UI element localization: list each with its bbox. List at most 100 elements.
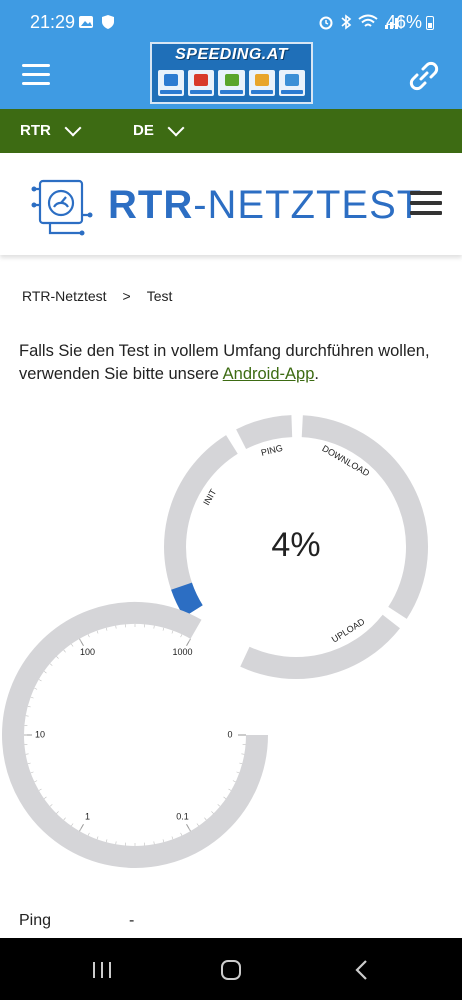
logo-tile-iptv [248, 70, 275, 96]
speed-minor-tick [228, 788, 232, 791]
speed-minor-tick [63, 649, 66, 653]
chevron-down-icon [167, 119, 185, 136]
progress-percent: 4% [271, 526, 320, 564]
site-title-rest: -NETZTEST [193, 183, 423, 227]
rtr-selector[interactable]: RTR [20, 119, 82, 139]
speed-minor-tick [106, 627, 108, 631]
speed-minor-tick [217, 804, 221, 807]
speed-minor-tick [162, 627, 164, 631]
speed-minor-tick [34, 780, 38, 783]
speed-minor-tick [211, 811, 214, 814]
home-button[interactable] [220, 959, 242, 981]
speed-minor-tick [241, 753, 245, 755]
speed-minor-tick [25, 715, 29, 717]
speed-minor-tick [188, 828, 191, 832]
speed-minor-tick [79, 638, 82, 642]
site-header: RTR-NETZTEST [0, 153, 462, 255]
speed-minor-tick [96, 630, 99, 634]
ping-phase-arc [236, 415, 293, 450]
breadcrumb-home[interactable]: RTR-Netztest [22, 288, 107, 304]
speed-minor-tick [236, 771, 240, 774]
speed-minor-tick [71, 643, 74, 647]
speed-minor-tick [153, 625, 155, 629]
speed-minor-tick [79, 828, 82, 832]
status-icons-right [318, 14, 402, 30]
phase-label-ping: PING [260, 443, 284, 458]
recent-apps-button[interactable] [90, 960, 114, 980]
logo-tile-telefon [218, 70, 245, 96]
site-title[interactable]: RTR-NETZTEST [108, 183, 422, 228]
speed-minor-tick [171, 630, 174, 634]
intro-text: Falls Sie den Test in vollem Umfang durc… [19, 340, 449, 386]
speed-tick-label: 0 [227, 729, 232, 739]
site-menu-button[interactable] [410, 191, 442, 219]
speed-minor-tick [27, 706, 31, 708]
logo-tile-festnetz [188, 70, 215, 96]
speed-minor-tick [25, 753, 29, 755]
menu-bar [22, 73, 50, 76]
speed-minor-tick [43, 796, 47, 799]
logo-text: SPEEDING.AT [175, 46, 288, 63]
speed-minor-tick [56, 811, 59, 814]
back-button[interactable] [354, 959, 370, 981]
speed-gauge-arc [2, 601, 268, 868]
phase-label-init: INIT [201, 487, 218, 507]
speed-minor-tick [232, 780, 236, 783]
speed-minor-tick [162, 839, 164, 843]
speed-minor-tick [30, 771, 34, 774]
speed-minor-tick [188, 638, 191, 642]
language-bar: RTR DE [0, 109, 462, 153]
speed-minor-tick [34, 687, 38, 690]
status-time: 21:29 [30, 12, 76, 32]
status-icons-left [78, 14, 116, 30]
download-phase-arc [301, 415, 428, 619]
speeding-logo[interactable]: SPEEDING.AT [150, 42, 313, 104]
speed-tick-label: 1000 [172, 647, 192, 657]
wifi-icon [358, 14, 378, 27]
speed-minor-tick [106, 839, 108, 843]
battery-percent: 46% [385, 12, 422, 32]
speed-minor-tick [38, 788, 42, 791]
rtr-selector-label: RTR [20, 122, 51, 139]
speed-minor-tick [49, 804, 53, 807]
speed-minor-tick [115, 625, 117, 629]
speed-minor-tick [153, 841, 155, 845]
battery-icon [426, 16, 434, 30]
speed-minor-tick [171, 836, 174, 840]
logo-tiles [158, 70, 306, 96]
breadcrumb: RTR-Netztest > Test [22, 288, 172, 304]
chevron-down-icon [64, 119, 82, 136]
speed-tick-label: 1 [85, 812, 90, 822]
speed-minor-tick [87, 832, 90, 836]
speed-minor-tick [239, 762, 243, 764]
speed-minor-tick [204, 817, 207, 821]
speed-minor-tick [30, 696, 34, 699]
alarm-icon [319, 16, 333, 30]
breadcrumb-current: Test [146, 288, 173, 304]
speed-tick-label: 0.1 [176, 812, 189, 822]
speed-tick-label: 10 [35, 729, 45, 739]
language-selector[interactable]: DE [133, 119, 185, 139]
android-app-link[interactable]: Android-App [222, 365, 315, 383]
menu-bar [22, 82, 50, 85]
speed-minor-tick [180, 832, 183, 836]
site-title-bold: RTR [108, 183, 194, 227]
speed-minor-tick [115, 841, 117, 845]
menu-bar [22, 64, 50, 67]
speed-minor-tick [38, 679, 42, 682]
link-icon[interactable] [406, 58, 442, 94]
language-selector-label: DE [133, 122, 154, 139]
logo-tile-internet [158, 70, 185, 96]
speed-minor-tick [43, 671, 47, 674]
speed-tick-label: 100 [80, 647, 95, 657]
speed-minor-tick [63, 817, 66, 821]
hamburger-menu-button[interactable] [22, 64, 50, 88]
speed-minor-tick [87, 634, 90, 638]
netztest-logo-icon[interactable] [30, 175, 94, 237]
bluetooth-icon [341, 14, 352, 30]
progress-fill-arc [171, 582, 203, 617]
speed-minor-tick [196, 823, 199, 827]
speed-minor-tick [180, 634, 183, 638]
